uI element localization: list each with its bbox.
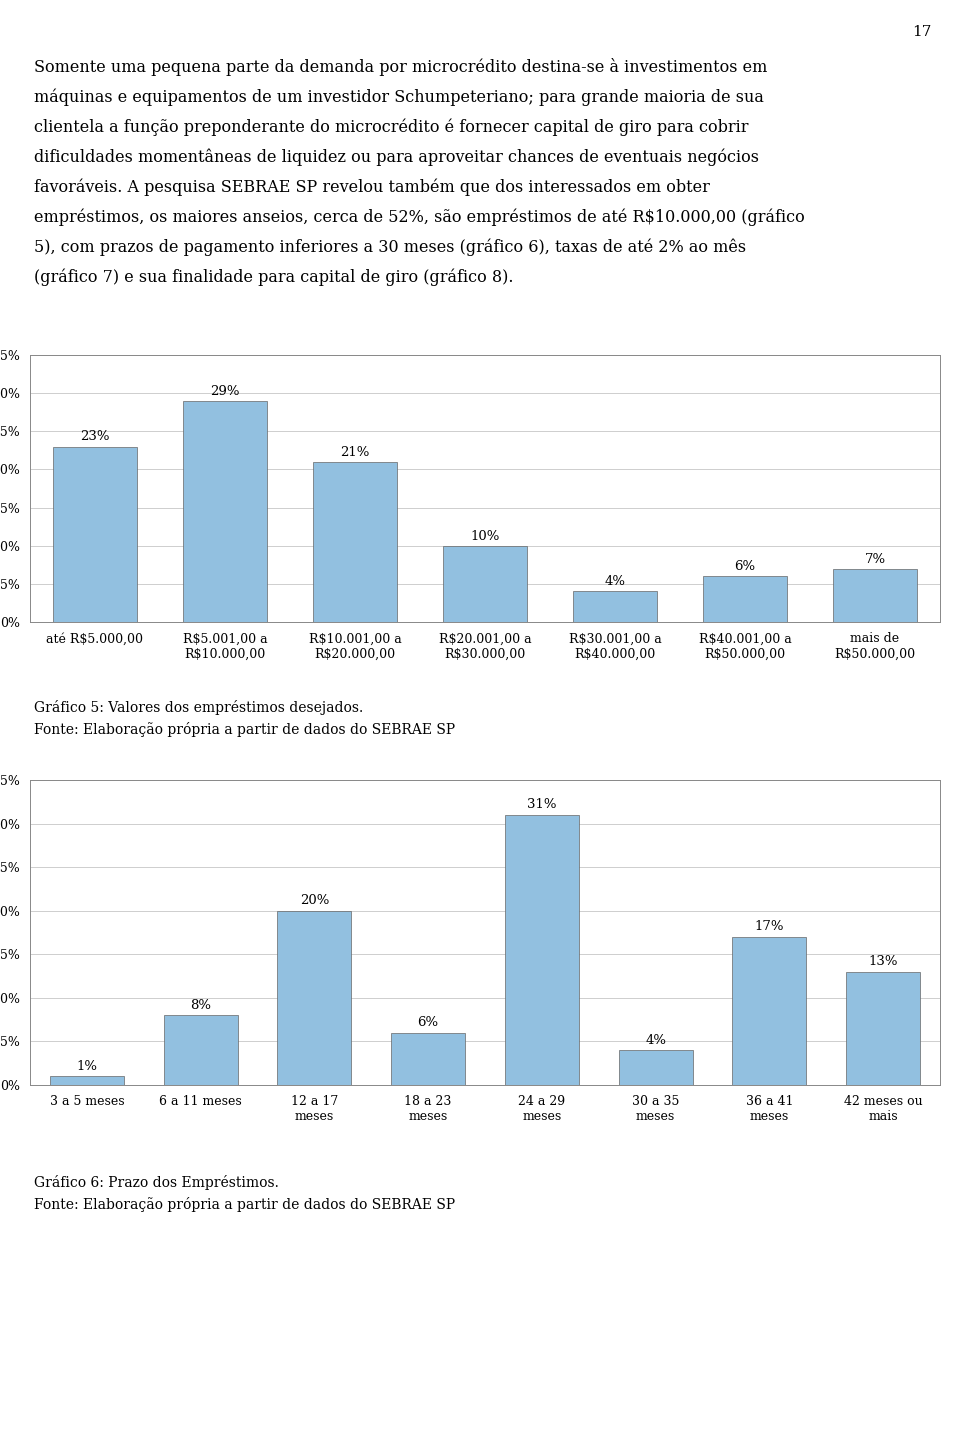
- Bar: [163, 1015, 237, 1084]
- Bar: [703, 577, 787, 622]
- Text: Gráfico 6: Prazo dos Empréstimos.: Gráfico 6: Prazo dos Empréstimos.: [34, 1175, 278, 1190]
- Text: máquinas e equipamentos de um investidor Schumpeteriano; para grande maioria de : máquinas e equipamentos de um investidor…: [34, 88, 763, 105]
- Text: empréstimos, os maiores anseios, cerca de 52%, são empréstimos de até R$10.000,0: empréstimos, os maiores anseios, cerca d…: [34, 208, 804, 225]
- Bar: [277, 911, 351, 1084]
- Bar: [53, 447, 137, 622]
- Text: 20%: 20%: [300, 894, 329, 907]
- Bar: [618, 1050, 692, 1084]
- Text: Fonte: Elaboração própria a partir de dados do SEBRAE SP: Fonte: Elaboração própria a partir de da…: [34, 722, 455, 737]
- Bar: [505, 815, 579, 1084]
- Text: favoráveis. A pesquisa SEBRAE SP revelou também que dos interessados em obter: favoráveis. A pesquisa SEBRAE SP revelou…: [34, 177, 709, 196]
- Bar: [573, 591, 658, 622]
- Bar: [391, 1032, 465, 1084]
- Text: 4%: 4%: [605, 575, 626, 588]
- Text: Fonte: Elaboração própria a partir de dados do SEBRAE SP: Fonte: Elaboração própria a partir de da…: [34, 1197, 455, 1211]
- Text: 5), com prazos de pagamento inferiores a 30 meses (gráfico 6), taxas de até 2% a: 5), com prazos de pagamento inferiores a…: [34, 238, 746, 255]
- Text: (gráfico 7) e sua finalidade para capital de giro (gráfico 8).: (gráfico 7) e sua finalidade para capita…: [34, 268, 513, 286]
- Text: 31%: 31%: [527, 799, 557, 812]
- Text: Somente uma pequena parte da demanda por microcrédito destina-se à investimentos: Somente uma pequena parte da demanda por…: [34, 58, 767, 76]
- Bar: [832, 568, 917, 622]
- Bar: [182, 401, 267, 622]
- Bar: [443, 545, 527, 622]
- Text: clientela a função preponderante do microcrédito é fornecer capital de giro para: clientela a função preponderante do micr…: [34, 118, 748, 136]
- Text: 13%: 13%: [869, 955, 898, 968]
- Bar: [50, 1076, 124, 1084]
- Text: 6%: 6%: [418, 1017, 439, 1030]
- Text: 23%: 23%: [81, 431, 109, 444]
- Bar: [846, 972, 920, 1084]
- Text: 6%: 6%: [734, 559, 756, 572]
- Text: 17%: 17%: [755, 920, 784, 933]
- Text: 17: 17: [912, 25, 931, 39]
- Bar: [313, 461, 397, 622]
- Text: 8%: 8%: [190, 999, 211, 1012]
- Bar: [732, 937, 806, 1084]
- Text: 1%: 1%: [77, 1060, 97, 1073]
- Text: 21%: 21%: [340, 446, 370, 459]
- Text: 7%: 7%: [864, 552, 885, 565]
- Text: 10%: 10%: [470, 529, 500, 542]
- Text: Gráfico 5: Valores dos empréstimos desejados.: Gráfico 5: Valores dos empréstimos desej…: [34, 699, 363, 715]
- Text: dificuldades momentâneas de liquidez ou para aproveitar chances de eventuais neg: dificuldades momentâneas de liquidez ou …: [34, 149, 758, 166]
- Text: 4%: 4%: [645, 1034, 666, 1047]
- Text: 29%: 29%: [210, 385, 240, 398]
